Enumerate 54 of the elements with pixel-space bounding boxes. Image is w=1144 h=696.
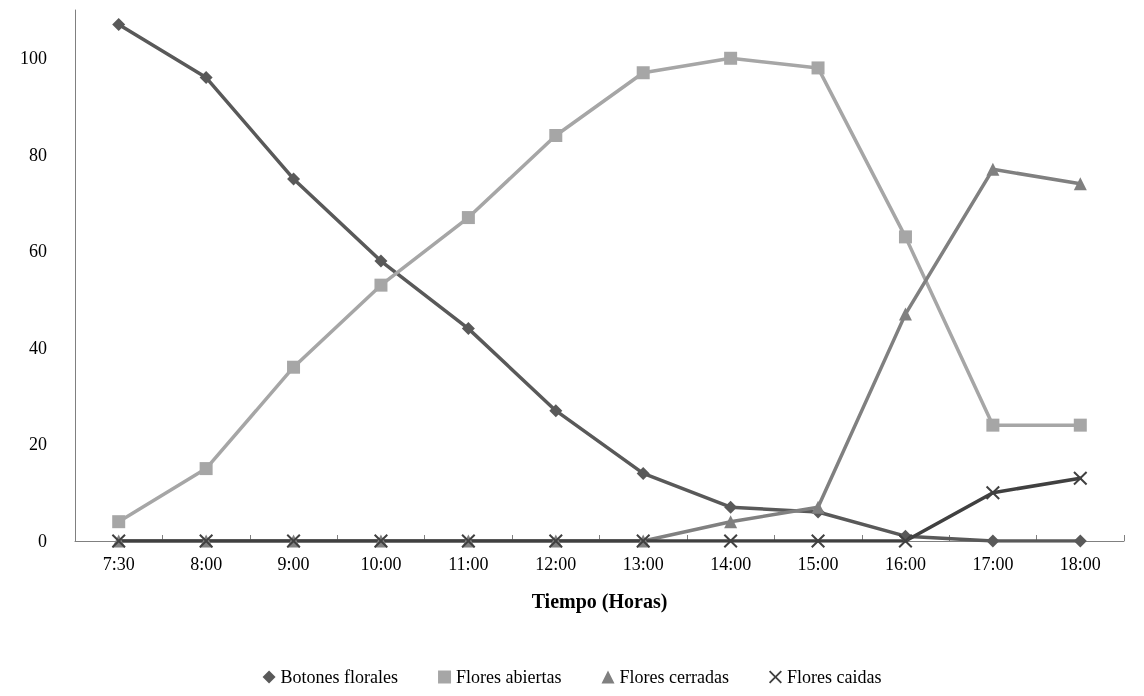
point [112,17,126,31]
point [461,211,475,225]
point [898,307,912,321]
y-tick-label: 20 [29,434,47,455]
x-tick-label: 15:00 [797,554,839,574]
point [374,254,388,268]
y-tick-label: 0 [38,531,47,551]
x-tick-label: 13:00 [622,554,664,574]
point [986,534,1000,548]
y-tick-label: 100 [20,48,47,69]
point [287,360,301,374]
point [199,462,213,476]
point [986,162,1000,176]
point [549,404,563,418]
point [112,515,126,529]
point [724,515,738,529]
point [549,129,563,143]
point [1073,418,1087,432]
point [636,466,650,480]
point [1073,534,1087,548]
point [1073,177,1087,191]
point [199,71,213,85]
y-tick-label: 60 [29,241,47,262]
point [724,51,738,65]
point [374,278,388,292]
x-tick-label: 17:00 [972,554,1014,574]
point [898,230,912,244]
y-tick-label: 40 [29,337,47,358]
x-axis-title: Tiempo (Horas) [531,590,668,613]
point [986,418,1000,432]
x-tick-label: 10:00 [360,554,402,574]
x-tick-label: 16:00 [884,554,926,574]
point [636,66,650,80]
legend-label: Flores caidas [786,667,882,687]
point [461,322,475,336]
y-tick-label: 80 [29,144,47,165]
x-tick-label: 12:00 [535,554,577,574]
point [723,534,738,548]
legend-label: Botones florales [280,667,399,687]
point [811,500,825,514]
x-tick-label: 7:30 [102,554,135,574]
legend-label: Flores cerradas [619,667,729,687]
point [1073,471,1088,486]
x-tick-label: 18:00 [1059,554,1101,574]
point [985,485,1000,500]
point [287,172,301,186]
x-tick-label: 14:00 [710,554,752,574]
x-tick-label: 8:00 [190,554,223,574]
point [811,61,825,75]
point [811,534,826,548]
legend-label: Flores abiertas [456,667,562,687]
x-tick-label: 11:00 [448,554,489,574]
point [724,500,738,514]
x-tick-label: 9:00 [277,554,310,574]
